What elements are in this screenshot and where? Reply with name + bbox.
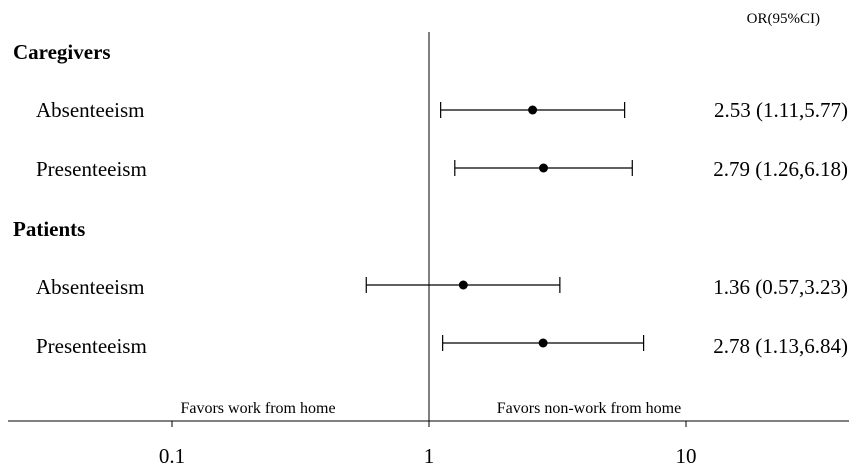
point-estimate [458, 280, 468, 290]
x-tick-label: 0.1 [159, 444, 185, 468]
or-ci-header: OR(95%CI) [747, 11, 820, 27]
or-ci-value: 2.53 (1.11,5.77) [714, 98, 848, 122]
or-ci-value: 2.78 (1.13,6.84) [713, 334, 848, 358]
point-estimate [538, 338, 548, 348]
x-tick-label: 1 [424, 444, 435, 468]
group-label-caregivers: Caregivers [13, 40, 111, 64]
row-label-patients-absenteeism: Absenteeism [36, 275, 144, 299]
point-estimate [528, 105, 538, 115]
point-estimate [539, 163, 549, 173]
group-label-patients: Patients [13, 217, 85, 241]
row-label-patients-presenteeism: Presenteeism [36, 334, 147, 358]
or-ci-value: 1.36 (0.57,3.23) [713, 275, 848, 299]
x-tick-label: 10 [676, 444, 697, 468]
row-label-caregivers-absenteeism: Absenteeism [36, 98, 144, 122]
or-ci-value: 2.79 (1.26,6.18) [713, 157, 848, 181]
row-label-caregivers-presenteeism: Presenteeism [36, 157, 147, 181]
favors-right-label: Favors non-work from home [497, 400, 681, 417]
favors-left-label: Favors work from home [180, 400, 335, 417]
